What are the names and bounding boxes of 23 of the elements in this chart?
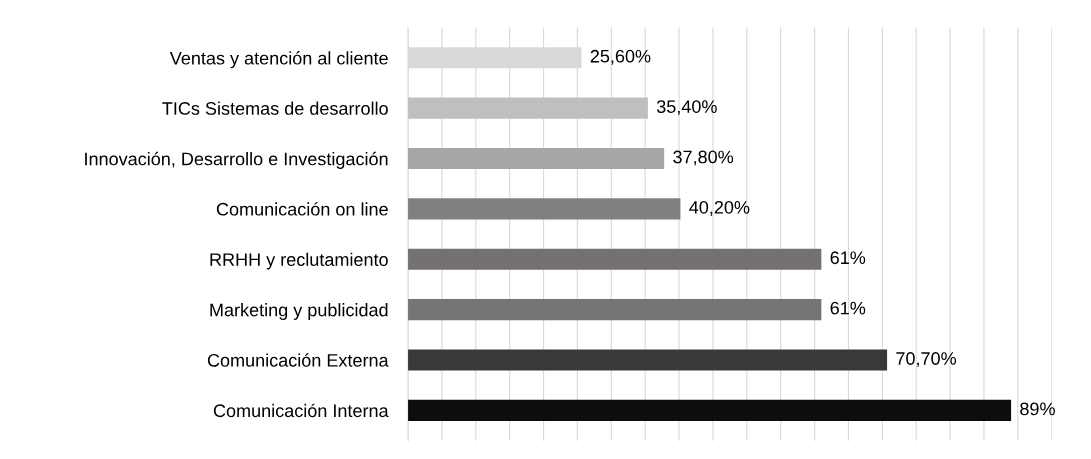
y-tick-label: Comunicación on line xyxy=(216,202,388,216)
data-label: 35,40% xyxy=(656,100,717,116)
data-label: 37,80% xyxy=(673,150,734,166)
data-label: 61% xyxy=(830,301,866,315)
bar xyxy=(408,97,648,119)
data-label: 25,60% xyxy=(590,49,651,65)
bar xyxy=(408,198,681,220)
data-label: 61% xyxy=(830,251,866,265)
data-label: 70,70% xyxy=(896,352,956,368)
y-tick-label: Innovación, Desarrollo e Investigación xyxy=(85,151,388,169)
data-label: 89% xyxy=(1020,402,1055,416)
data-label: 40,20% xyxy=(689,200,750,216)
y-tick-label: Marketing y publicidad xyxy=(210,303,388,320)
bar xyxy=(408,399,1012,421)
y-tick-label: RRHH y reclutamiento xyxy=(210,252,388,270)
bar xyxy=(408,147,665,170)
y-tick-label: Comunicación Interna xyxy=(213,403,389,418)
bar xyxy=(408,248,822,270)
y-tick-label: Comunicación Externa xyxy=(207,353,389,367)
y-tick-label: Ventas y atención al cliente xyxy=(169,51,388,69)
y-tick-label: TICs Sistemas de desarrollo xyxy=(162,101,388,115)
bar xyxy=(408,349,888,371)
bar xyxy=(408,299,822,321)
